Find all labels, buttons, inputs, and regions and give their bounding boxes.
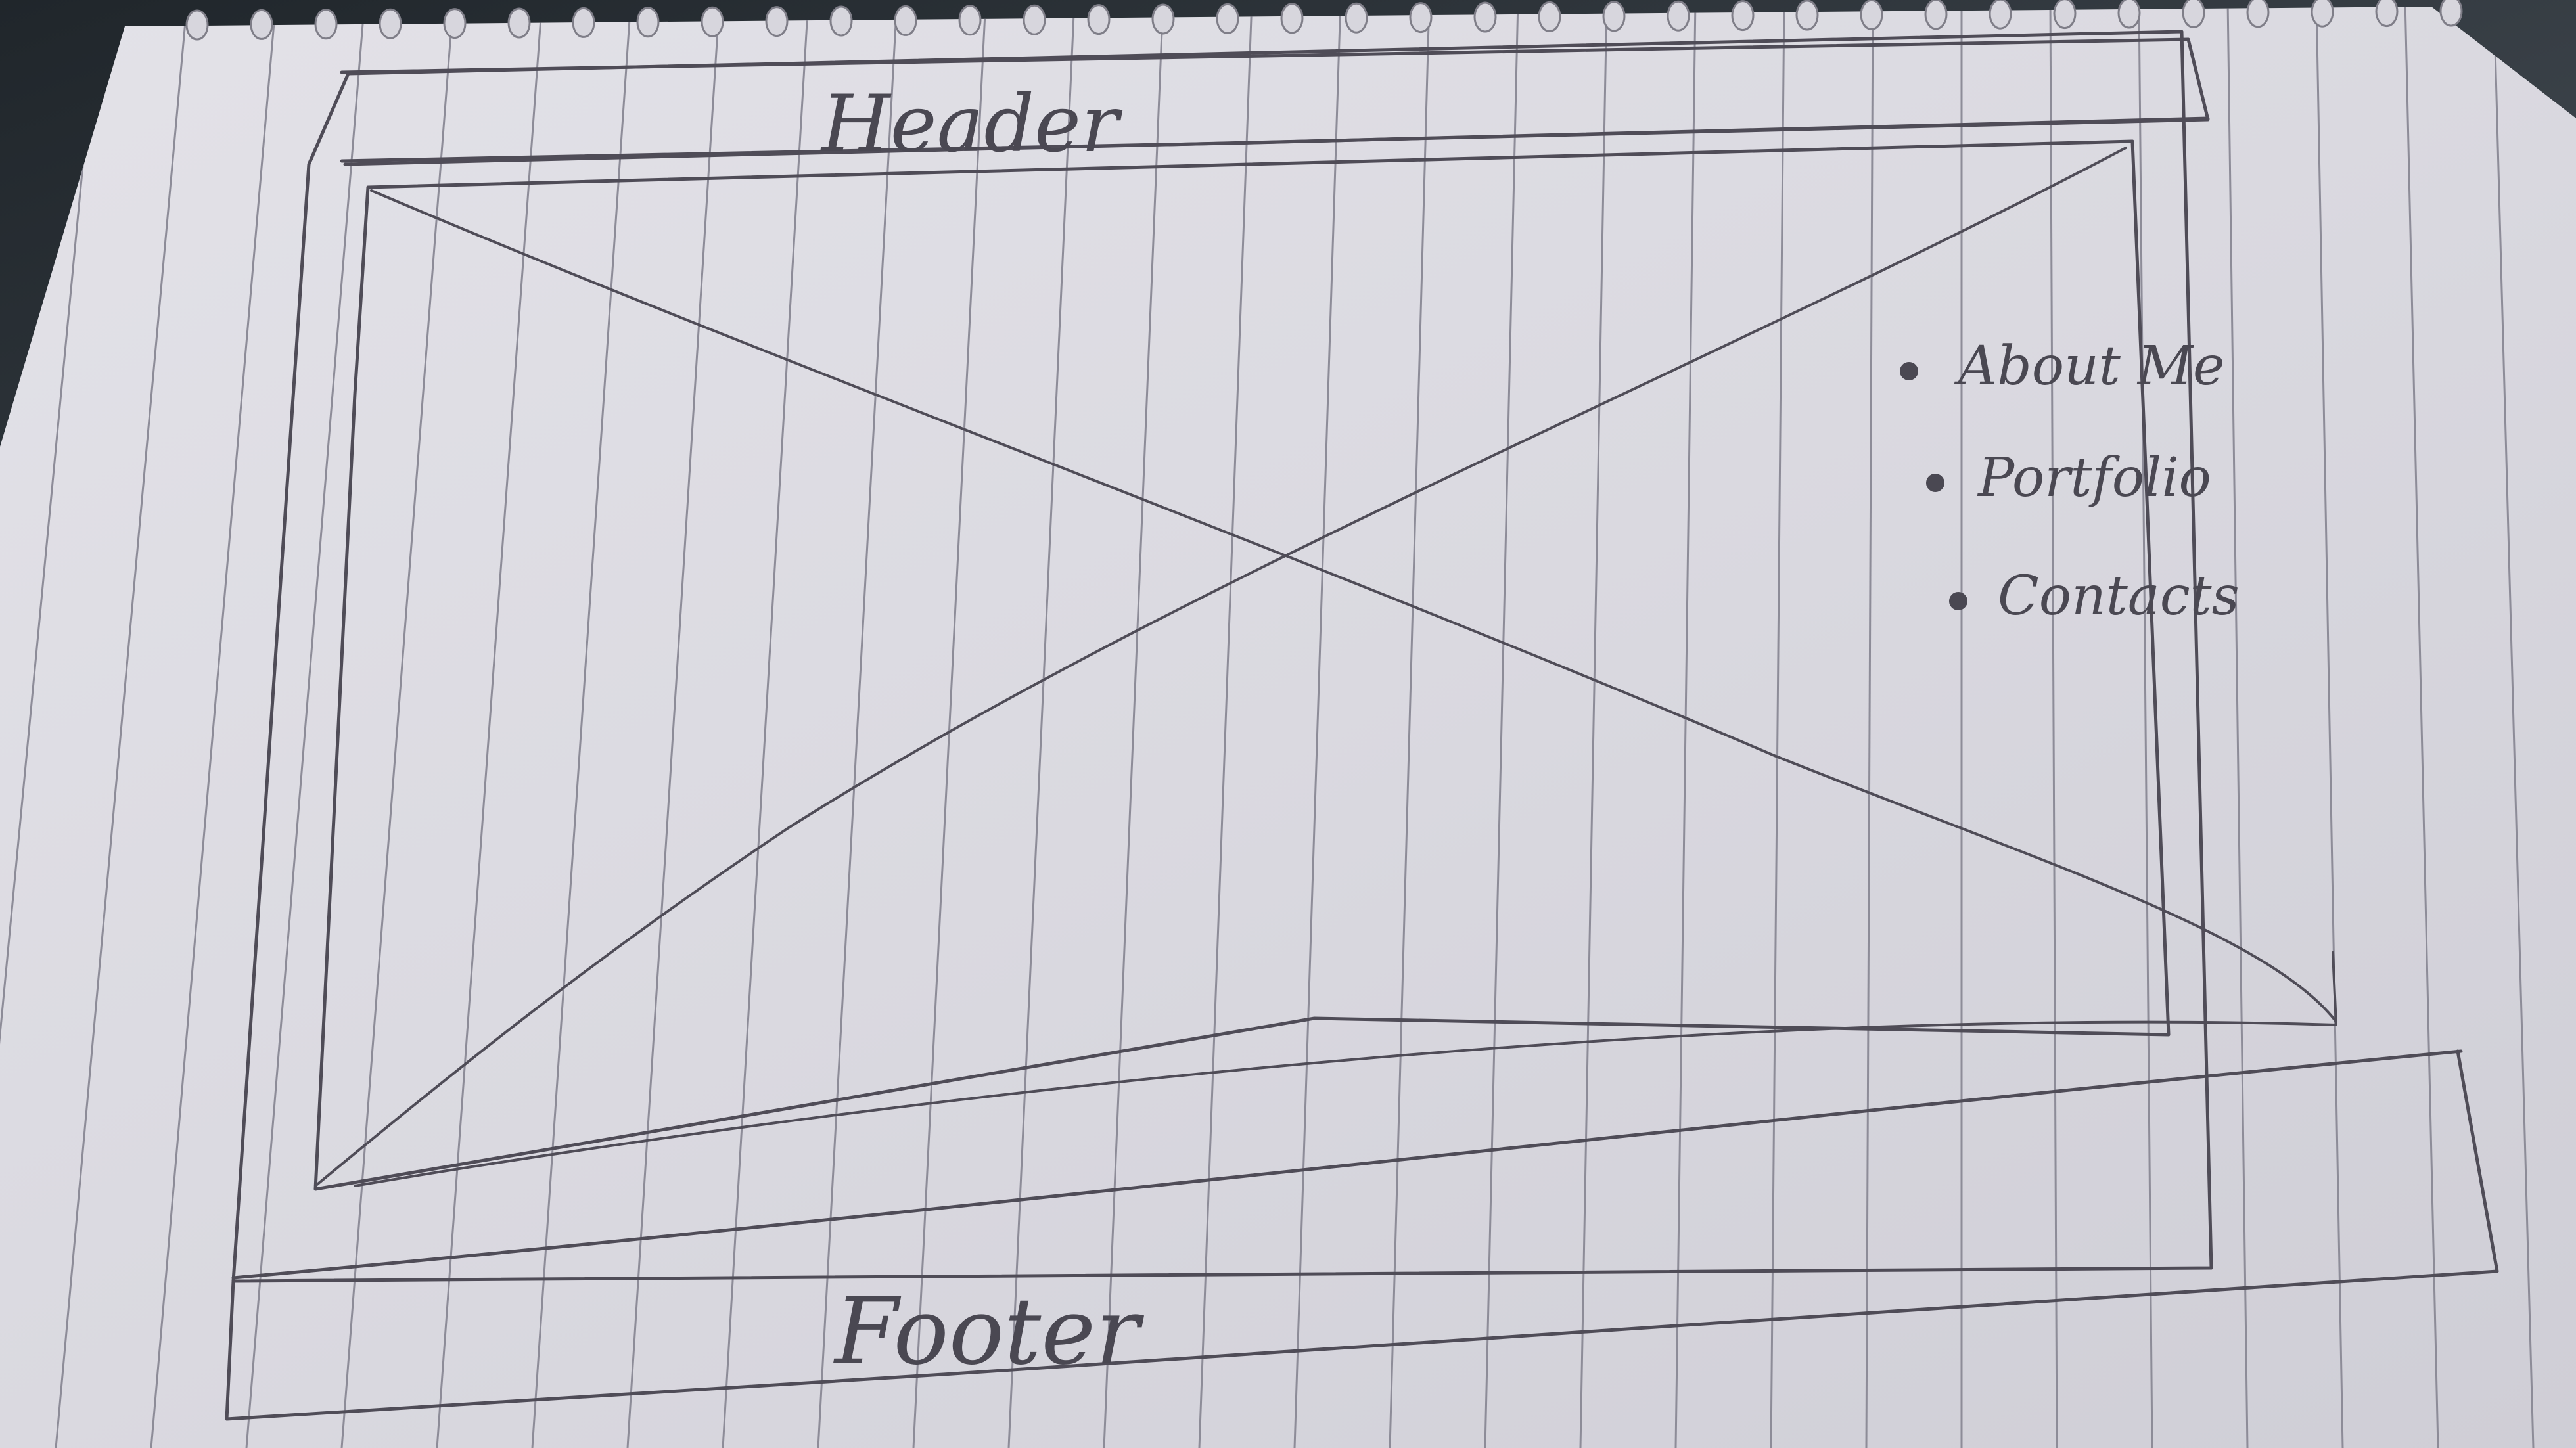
- ruled-line: [0, 7, 100, 1448]
- ruled-line: [436, 7, 543, 1448]
- ruled-line: [55, 7, 189, 1448]
- ruled-line: [2138, 7, 2153, 1448]
- spiral-ring: [958, 5, 982, 36]
- content-bottom-line: [354, 951, 2337, 1187]
- spiral-ring: [1924, 0, 1948, 30]
- spiral-ring: [2182, 0, 2205, 28]
- ruled-line: [626, 7, 721, 1448]
- spiral-ring: [765, 6, 789, 37]
- bullet-icon: [1900, 362, 1918, 380]
- ruled-line: [912, 7, 987, 1448]
- ruled-line: [340, 7, 455, 1448]
- spiral-ring: [1345, 2, 1368, 34]
- spiral-ring: [1473, 1, 1497, 33]
- main-content-box: [313, 139, 2171, 1191]
- spiral-ring: [1023, 4, 1046, 35]
- nav-item-label: Contacts: [1998, 565, 2240, 627]
- ruled-line: [531, 7, 632, 1448]
- main-region: [313, 139, 2337, 1191]
- ruled-line: [1293, 7, 1342, 1448]
- notebook-page: [0, 7, 2576, 1448]
- spiral-ring: [1795, 0, 1819, 31]
- bullet-icon: [1949, 592, 1967, 610]
- ruled-line: [2493, 7, 2535, 1448]
- spiral-ring: [1280, 3, 1304, 34]
- spiral-ring: [1731, 0, 1755, 32]
- ruled-line: [1484, 7, 1519, 1448]
- nav-item-label: About Me: [1954, 335, 2224, 397]
- ruled-line: [2315, 7, 2344, 1448]
- nav-item-label: Portfolio: [1977, 447, 2211, 509]
- footer-box: [225, 1049, 2499, 1421]
- ruled-line: [1007, 7, 1076, 1448]
- ruled-line: [1579, 7, 1608, 1448]
- spiral-ring: [2311, 0, 2334, 28]
- ruled-line: [1770, 7, 1785, 1448]
- spiral-ring: [1667, 0, 1690, 32]
- spiral-ring: [443, 8, 467, 39]
- spiral-ring: [1216, 3, 1239, 34]
- bullet-icon: [1926, 474, 1944, 492]
- header-region: Header: [340, 37, 2210, 170]
- spiral-ring: [2246, 0, 2270, 28]
- spiral-ring: [829, 5, 853, 37]
- ruled-line: [1389, 7, 1431, 1448]
- spiral-ring: [701, 6, 724, 37]
- spiral-ring: [2053, 0, 2077, 30]
- spiral-ring: [1087, 4, 1111, 35]
- footer-label: Footer: [833, 1278, 1144, 1386]
- page-frame: [231, 30, 2213, 1283]
- ruled-line: [2049, 7, 2058, 1448]
- header-divider: [340, 116, 2210, 163]
- spiral-ring: [1602, 1, 1626, 32]
- spiral-ring: [894, 5, 917, 36]
- spiral-ring: [1409, 2, 1433, 34]
- spiral-ring: [1860, 0, 1883, 30]
- nav-item-portfolio[interactable]: Portfolio: [1926, 447, 2211, 509]
- spiral-ring: [1151, 3, 1175, 35]
- spiral-binding: [185, 0, 2463, 41]
- image-placeholder-diagonal-2: [314, 147, 2127, 1187]
- footer-region: Footer: [225, 1049, 2499, 1421]
- footer-top-line: [231, 1049, 2463, 1280]
- nav-item-contacts[interactable]: Contacts: [1949, 565, 2240, 627]
- spiral-ring: [2117, 0, 2141, 29]
- spiral-ring: [636, 7, 660, 38]
- ruled-line: [1674, 7, 1697, 1448]
- nav-item-about-me[interactable]: About Me: [1900, 335, 2224, 397]
- ruled-line: [150, 7, 277, 1448]
- spiral-ring: [2439, 0, 2463, 27]
- spiral-ring: [572, 7, 595, 38]
- spiral-ring: [185, 9, 209, 41]
- image-placeholder-diagonal-1: [370, 189, 2337, 1023]
- spiral-ring: [507, 7, 531, 39]
- spiral-ring: [314, 9, 338, 40]
- ruled-line: [817, 7, 898, 1448]
- ruled-line: [2404, 7, 2439, 1448]
- ruled-line: [1103, 7, 1164, 1448]
- header-label: Header: [820, 79, 1123, 170]
- nav-list: About Me Portfolio Contacts: [1900, 335, 2240, 627]
- ruled-line: [2226, 7, 2249, 1448]
- ruled-line: [722, 7, 810, 1448]
- ruled-line: [1198, 7, 1253, 1448]
- spiral-ring: [1989, 0, 2012, 30]
- ruled-line: [245, 7, 366, 1448]
- ruled-line: [1865, 7, 1874, 1448]
- spiral-ring: [379, 8, 402, 39]
- spiral-ring: [250, 9, 273, 40]
- spiral-ring: [1538, 1, 1561, 32]
- spiral-ring: [2375, 0, 2399, 28]
